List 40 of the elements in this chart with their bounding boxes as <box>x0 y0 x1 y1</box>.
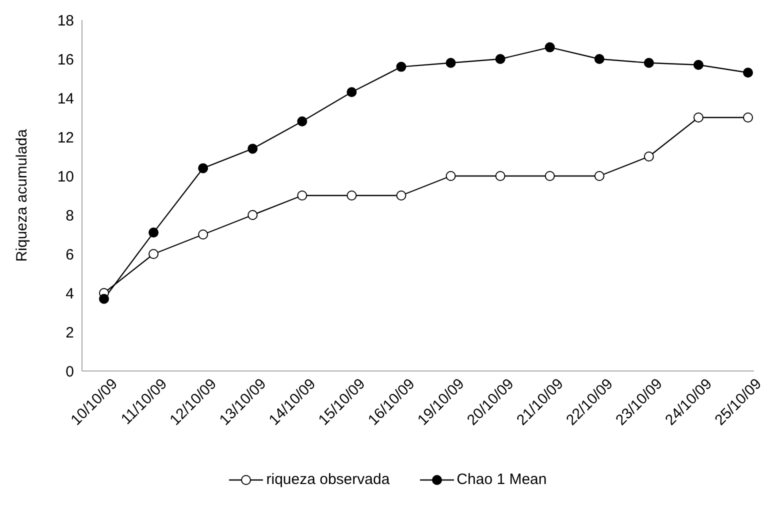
y-tick-label: 10 <box>57 168 74 186</box>
point <box>396 62 406 72</box>
point <box>148 228 159 238</box>
y-tick-label: 14 <box>57 90 74 108</box>
point <box>594 54 604 64</box>
point <box>346 87 357 98</box>
point <box>495 171 506 181</box>
point <box>198 230 208 240</box>
point <box>446 171 456 181</box>
legend-label: riqueza observada <box>265 471 390 488</box>
y-tick-label: 2 <box>66 324 74 342</box>
y-tick-label: 0 <box>66 363 74 380</box>
point <box>743 68 753 78</box>
y-tick-label: 18 <box>57 12 74 30</box>
point <box>297 190 308 200</box>
point <box>544 171 555 181</box>
point <box>297 116 308 126</box>
point <box>693 60 704 70</box>
point <box>396 190 406 200</box>
point <box>148 249 159 259</box>
point <box>99 294 109 304</box>
point <box>446 58 456 68</box>
point <box>346 190 357 200</box>
point <box>198 163 208 174</box>
point <box>594 171 604 181</box>
y-tick-label: 6 <box>66 246 74 264</box>
point <box>644 58 654 68</box>
point <box>495 54 506 64</box>
point <box>248 144 258 154</box>
y-tick-label: 8 <box>66 207 74 224</box>
point <box>743 112 753 122</box>
y-tick-label: 4 <box>66 285 74 302</box>
point <box>693 112 704 122</box>
point <box>248 210 258 220</box>
point <box>544 42 555 52</box>
y-tick-label: 12 <box>57 129 74 146</box>
point <box>644 152 654 162</box>
y-tick-label: 16 <box>57 51 74 68</box>
y-axis-title: Riqueza acumulada <box>13 128 30 262</box>
legend-label: Chao 1 Mean <box>456 471 547 488</box>
